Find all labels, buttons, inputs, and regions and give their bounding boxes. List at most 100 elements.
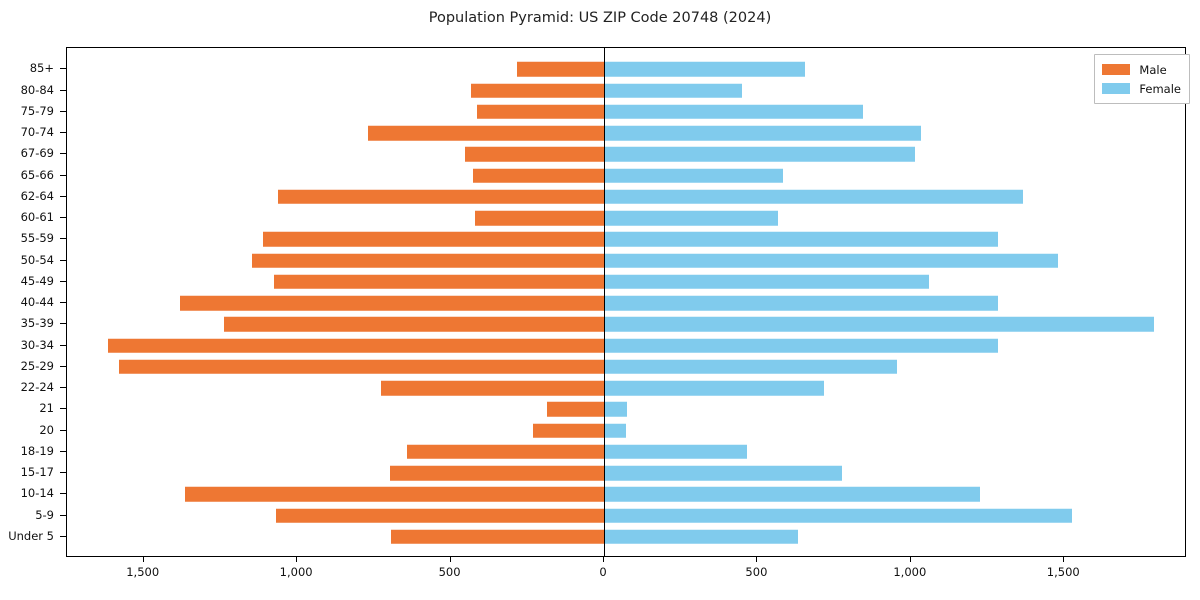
x-axis-tick (1063, 557, 1065, 562)
y-axis-tick-label: 40-44 (20, 295, 54, 309)
bar-male (380, 380, 604, 396)
bar-row (67, 292, 1185, 313)
bar-male (471, 83, 604, 98)
y-axis-tick-label: 25-29 (20, 358, 54, 373)
bar-male (273, 274, 604, 289)
y-axis-tick-label: 21 (39, 401, 54, 416)
legend-label: Male (1139, 62, 1167, 77)
x-axis-tick-label: 1,500 (126, 565, 160, 579)
bar-male (546, 402, 604, 417)
plot-area (66, 47, 1186, 557)
bar-row (67, 526, 1185, 547)
y-axis-tick (60, 89, 66, 91)
bar-row (67, 420, 1185, 441)
legend-item[interactable]: Female (1102, 79, 1181, 98)
bar-female (603, 83, 743, 98)
bar-female (603, 444, 748, 459)
bar-row (67, 462, 1185, 483)
bar-female (603, 62, 805, 77)
y-axis-tick (60, 323, 66, 325)
bar-male (533, 423, 604, 438)
bar-male (263, 232, 604, 247)
bar-female (603, 147, 915, 162)
bar-female (603, 402, 627, 417)
bar-row (67, 356, 1185, 377)
bar-row (67, 229, 1185, 250)
x-axis-tick-label: 1,000 (893, 565, 927, 579)
legend-swatch-male (1102, 64, 1131, 75)
y-axis-tick (60, 514, 66, 516)
y-axis-tick (60, 174, 66, 176)
y-axis-tick (60, 535, 66, 537)
y-axis-tick (60, 472, 66, 473)
bar-male (517, 62, 604, 77)
y-axis-tick-label: 30-34 (20, 337, 54, 352)
bar-female (603, 529, 798, 544)
y-axis-tick-label: 10-14 (20, 486, 54, 501)
y-axis-tick (60, 344, 66, 346)
y-axis-tick-label: 70-74 (20, 125, 54, 139)
bar-female (603, 104, 863, 119)
bar-row (67, 122, 1185, 143)
bar-female (603, 253, 1058, 268)
bar-row (67, 144, 1185, 165)
x-axis-tick (449, 557, 451, 562)
y-axis-tick (60, 68, 66, 70)
y-axis-labels: Under 5 5-9 10-14 15-17 18-19 20 21 22-24 25-29 3… (0, 47, 62, 557)
y-axis-tick-label: 75-79 (20, 103, 54, 118)
y-axis-tick (60, 238, 66, 240)
bar-male (119, 359, 604, 374)
y-axis-tick-label: 45-49 (20, 273, 54, 288)
bar-row (67, 271, 1185, 292)
y-axis-tick-label: 62-64 (20, 188, 54, 203)
x-axis-tick (909, 557, 911, 562)
y-axis-tick (60, 153, 66, 155)
y-axis-tick (60, 387, 66, 388)
y-axis-tick-label: 65-66 (20, 167, 54, 182)
y-axis-tick (60, 302, 66, 303)
bar-male (472, 168, 604, 183)
y-axis-tick-label: 55-59 (20, 231, 54, 246)
bar-male (179, 295, 604, 311)
bar-female (603, 317, 1155, 332)
bar-row (67, 250, 1185, 271)
x-axis-tick-label: 1,000 (279, 565, 313, 579)
y-axis-tick-label: 50-54 (20, 252, 54, 267)
y-axis-tick-label: 18-19 (20, 443, 54, 458)
bar-row (67, 335, 1185, 356)
bar-male (184, 487, 604, 502)
bar-row (67, 484, 1185, 505)
legend-label: Female (1139, 81, 1181, 96)
legend-item[interactable]: Male (1102, 60, 1181, 79)
x-axis-tick-label: 0 (599, 565, 607, 579)
y-axis-tick (60, 259, 66, 261)
bar-female (603, 487, 980, 502)
x-axis-tick (142, 557, 144, 562)
y-axis-tick-label: 85+ (29, 61, 54, 76)
bar-female (603, 210, 779, 226)
y-axis-tick-label: 15-17 (20, 465, 54, 479)
bar-male (390, 465, 604, 481)
bar-female (603, 168, 784, 183)
bar-female (603, 274, 930, 289)
bar-row (67, 80, 1185, 101)
bar-female (603, 295, 999, 311)
bar-male (275, 508, 604, 523)
bar-row (67, 441, 1185, 462)
bar-female (603, 423, 626, 438)
legend-swatch-female (1102, 83, 1131, 94)
x-axis-tick-label: 500 (438, 565, 461, 579)
bar-row (67, 101, 1185, 122)
bar-female (603, 232, 998, 247)
x-axis-tick-label: 1,500 (1046, 565, 1080, 579)
y-axis-tick (60, 110, 66, 112)
bar-female (603, 338, 998, 353)
y-axis-tick (60, 365, 66, 367)
y-axis-tick-label: 67-69 (20, 146, 54, 161)
x-axis-tick (756, 557, 758, 562)
x-axis-ticks (66, 557, 1186, 563)
bar-female (603, 125, 921, 141)
y-axis-tick-label: 60-61 (20, 210, 54, 224)
y-axis-tick (60, 195, 66, 197)
